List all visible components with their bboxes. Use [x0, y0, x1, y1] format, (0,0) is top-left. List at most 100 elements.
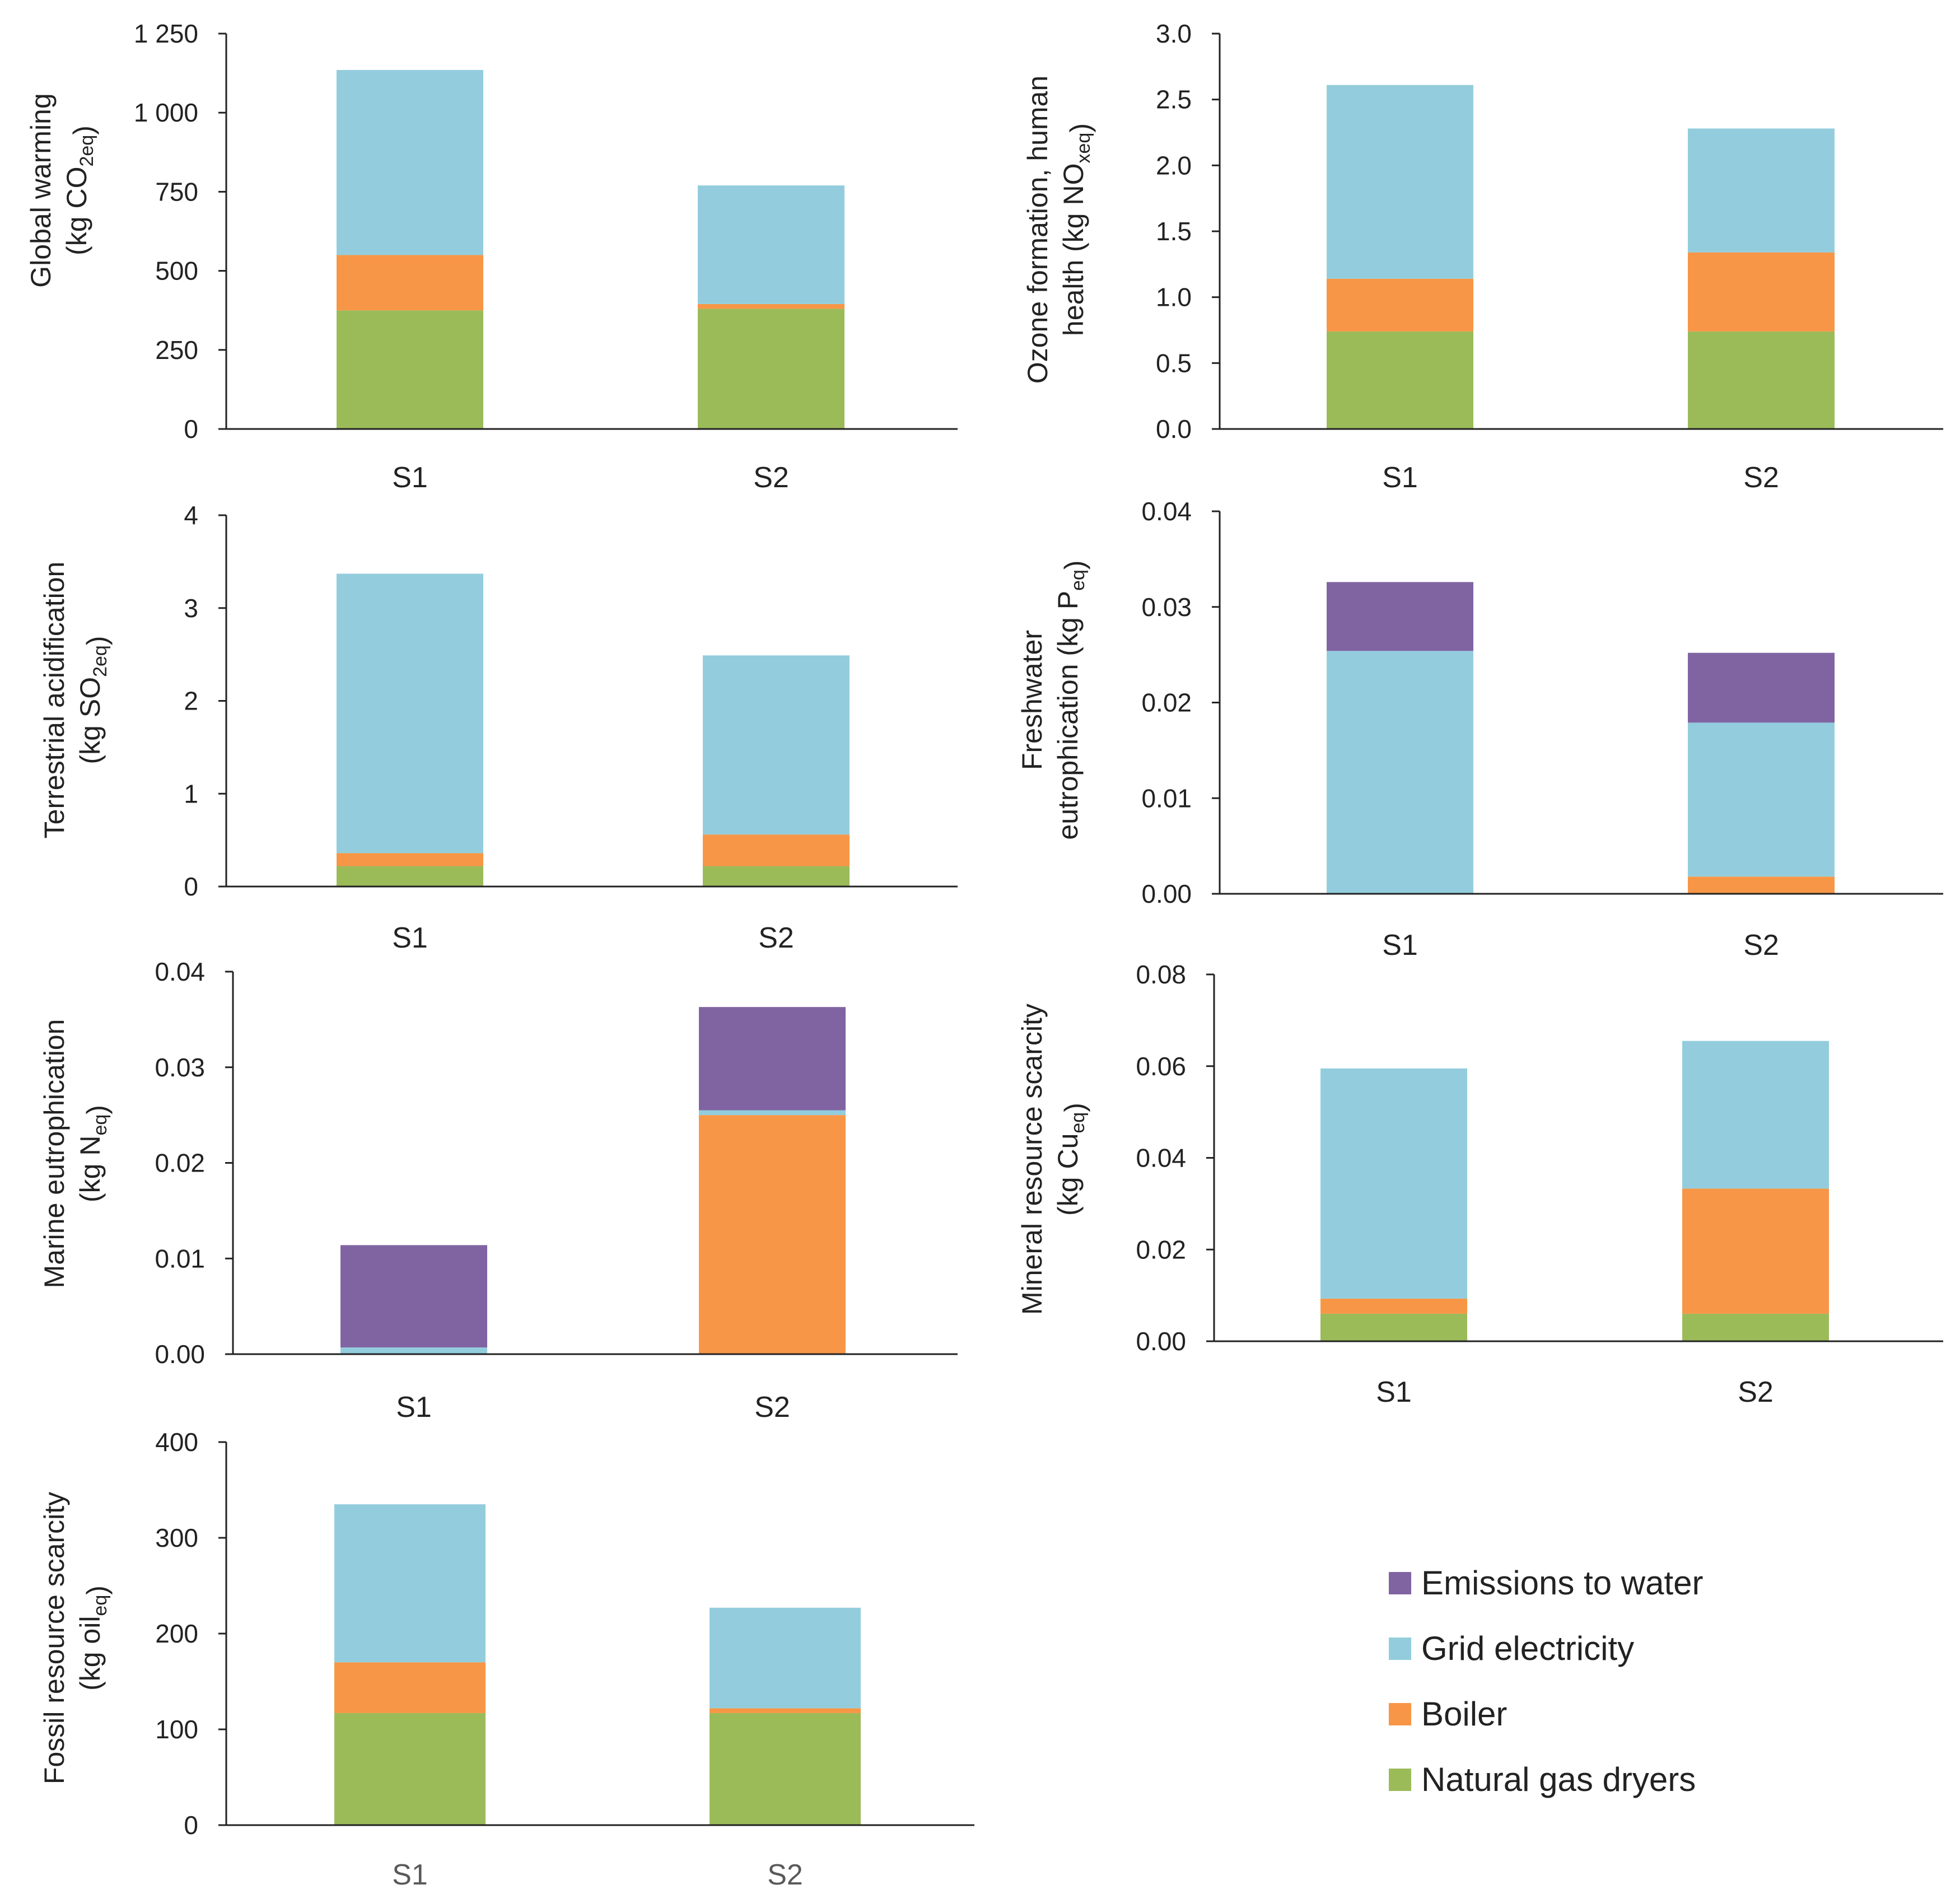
legend-label: Emissions to water [1421, 1564, 1704, 1602]
bar-segment-emissions-to-water [1327, 582, 1473, 651]
y-tick-label: 3.0 [1156, 19, 1192, 48]
y-tick-label: 0.08 [1136, 960, 1186, 989]
bar-segment-boiler [337, 255, 483, 311]
y-tick-label: 0 [184, 872, 198, 901]
y-tick-label: 1.0 [1156, 283, 1192, 312]
y-tick-label: 200 [155, 1619, 198, 1648]
y-axis-label: Mineral resource scarcity (kg Cueq) [1016, 1004, 1090, 1315]
legend-swatch [1389, 1769, 1411, 1791]
bar-segment-emissions-to-water [340, 1245, 487, 1348]
chart-freshwater-eutrophication: 0.00 0.01 0.02 0.03 0.04 S1 S2 Freshwater eutrop… [1016, 497, 1943, 962]
bar-segment-grid-electricity [1327, 85, 1473, 279]
chart-ozone-formation: 0.0 0.5 1.0 1.5 2.0 2.5 3.0 S1 S2 Ozone formation… [1022, 19, 1943, 494]
y-axis-label: Fossil resource scarcity (kg oileq) [39, 1492, 113, 1784]
chart-marine-eutrophication: 0.00 0.01 0.02 0.03 0.04 S1 S2 Marine eutrophic… [39, 957, 958, 1424]
y-axis-label: Global warming (kg CO2eq) [25, 93, 99, 287]
bar-segment-grid-electricity [1688, 128, 1835, 253]
x-category-label: S1 [396, 1391, 432, 1424]
bar-segment-natural-gas-dryers [337, 310, 483, 429]
bar-segment-emissions-to-water [1688, 652, 1835, 723]
legend-label: Natural gas dryers [1421, 1761, 1696, 1798]
bar-segment-boiler [1688, 252, 1835, 332]
bar-segment-grid-electricity [698, 185, 844, 304]
legend-swatch [1389, 1703, 1411, 1725]
bar-segment-natural-gas-dryers [1320, 1313, 1467, 1341]
y-tick-label: 2 [184, 687, 198, 716]
y-tick-label: 0.01 [155, 1244, 205, 1273]
bar-segment-grid-electricity [1688, 722, 1835, 877]
y-tick-label: 2.5 [1156, 85, 1192, 114]
bar-segment-boiler [334, 1662, 486, 1713]
y-tick-label: 0.02 [1136, 1235, 1186, 1264]
y-tick-label: 4 [184, 501, 198, 530]
bar-segment-natural-gas-dryers [703, 866, 850, 887]
chart-mineral-resource-scarcity: 0.00 0.02 0.04 0.06 0.08 S1 S2 Mineral resource… [1016, 960, 1943, 1408]
x-category-label: S1 [392, 461, 428, 494]
bar-segment-grid-electricity [1320, 1068, 1467, 1299]
x-category-label: S2 [758, 922, 794, 954]
y-tick-label: 0.0 [1156, 414, 1192, 444]
legend-swatch [1389, 1638, 1411, 1660]
y-tick-label: 1 000 [134, 98, 198, 127]
legend-item: Emissions to water [1389, 1564, 1704, 1602]
y-axis-label: Ozone formation, human health (kg NOxeq) [1022, 76, 1096, 384]
y-tick-label: 0 [184, 414, 198, 444]
bar-segment-boiler [699, 1115, 846, 1354]
legend-label: Boiler [1421, 1695, 1507, 1733]
y-tick-label: 0.04 [155, 957, 205, 986]
bar-segment-boiler [1682, 1188, 1829, 1314]
x-category-label: S1 [1382, 461, 1418, 494]
legend-item: Natural gas dryers [1389, 1761, 1696, 1798]
y-axis-label: Terrestrial acidification (kg SO2eq) [39, 562, 113, 839]
y-tick-label: 1 [184, 779, 198, 808]
y-tick-label: 3 [184, 594, 198, 623]
y-tick-label: 0.06 [1136, 1052, 1186, 1081]
x-category-label: S2 [767, 1859, 803, 1891]
y-tick-label: 0.5 [1156, 348, 1192, 377]
x-category-label: S2 [754, 1391, 790, 1424]
y-tick-label: 0 [184, 1811, 198, 1840]
y-tick-label: 0.02 [155, 1149, 205, 1178]
bar-segment-grid-electricity [334, 1504, 486, 1663]
y-tick-label: 750 [155, 177, 198, 206]
bar-segment-grid-electricity [710, 1607, 861, 1709]
y-tick-label: 0.03 [1141, 593, 1192, 622]
y-tick-label: 0.00 [1141, 879, 1192, 908]
x-category-label: S1 [1382, 929, 1418, 962]
bar-segment-natural-gas-dryers [1688, 331, 1835, 429]
x-category-label: S1 [1376, 1376, 1412, 1408]
legend-swatch [1389, 1572, 1411, 1594]
y-tick-label: 2.0 [1156, 151, 1192, 180]
legend: Emissions to water Grid electricity Boiler… [1389, 1564, 1704, 1798]
legend-item: Grid electricity [1389, 1630, 1634, 1667]
bar-segment-natural-gas-dryers [710, 1713, 861, 1825]
chart-panels: 0 250 500 750 1 000 1 250 S1 S2 Global warming (k… [25, 19, 1943, 1891]
bar-segment-natural-gas-dryers [337, 866, 483, 887]
y-tick-label: 0.01 [1141, 783, 1192, 813]
y-tick-label: 0.04 [1136, 1144, 1186, 1173]
bar-segment-grid-electricity [699, 1110, 846, 1116]
bar-segment-natural-gas-dryers [698, 309, 844, 429]
y-tick-label: 100 [155, 1715, 198, 1744]
legend-label: Grid electricity [1421, 1630, 1634, 1667]
bar-segment-boiler [1320, 1298, 1467, 1314]
y-tick-label: 0.00 [155, 1340, 205, 1369]
y-tick-label: 400 [155, 1428, 198, 1457]
bar-segment-boiler [1688, 876, 1835, 894]
y-tick-label: 0.00 [1136, 1327, 1186, 1356]
x-category-label: S2 [1738, 1376, 1774, 1408]
bar-segment-boiler [1327, 278, 1473, 332]
bar-segment-grid-electricity [1327, 651, 1473, 894]
x-category-label: S2 [1743, 461, 1779, 494]
x-category-label: S1 [392, 1859, 428, 1891]
x-category-label: S2 [753, 461, 789, 494]
bar-segment-grid-electricity [340, 1347, 487, 1354]
y-tick-label: 0.03 [155, 1053, 205, 1082]
bar-segment-boiler [337, 853, 483, 866]
chart-global-warming: 0 250 500 750 1 000 1 250 S1 S2 Global warming (k… [25, 19, 958, 494]
bar-segment-natural-gas-dryers [1682, 1313, 1829, 1341]
legend-item: Boiler [1389, 1695, 1507, 1733]
bar-segment-grid-electricity [337, 573, 483, 853]
bar-segment-emissions-to-water [699, 1007, 846, 1111]
